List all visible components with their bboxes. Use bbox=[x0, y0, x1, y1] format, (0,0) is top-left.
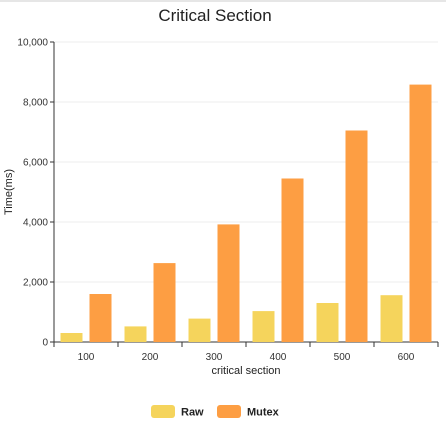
y-tick-label: 4,000 bbox=[23, 218, 48, 229]
x-tick-label: 300 bbox=[206, 352, 223, 363]
y-tick-label: 0 bbox=[42, 338, 48, 349]
bar-raw-600 bbox=[380, 295, 403, 342]
bar-raw-300 bbox=[188, 318, 211, 342]
x-tick-label: 600 bbox=[398, 352, 415, 363]
legend-label-raw: Raw bbox=[181, 407, 204, 419]
y-axis: 0 2,000 4,000 6,000 8,000 10,000 bbox=[17, 38, 55, 349]
legend-swatch-raw bbox=[151, 405, 175, 418]
bar-raw-400 bbox=[252, 311, 275, 342]
bar-mutex-500 bbox=[345, 130, 368, 342]
x-tick-label: 400 bbox=[270, 352, 287, 363]
legend-swatch-mutex bbox=[217, 405, 241, 418]
y-tick-label: 8,000 bbox=[23, 98, 48, 109]
y-tick-label: 2,000 bbox=[23, 278, 48, 289]
bar-raw-100 bbox=[60, 333, 83, 342]
bar-mutex-300 bbox=[217, 224, 240, 342]
bar-raw-200 bbox=[124, 326, 147, 342]
x-axis: 100 200 300 400 500 600 bbox=[53, 341, 439, 363]
bar-mutex-600 bbox=[409, 84, 432, 342]
x-tick-label: 500 bbox=[334, 352, 351, 363]
bars bbox=[60, 84, 432, 342]
y-tick-label: 6,000 bbox=[23, 158, 48, 169]
chart-title: Critical Section bbox=[158, 6, 271, 25]
legend: Raw Mutex bbox=[151, 405, 280, 419]
x-tick-label: 100 bbox=[78, 352, 95, 363]
legend-label-mutex: Mutex bbox=[247, 407, 280, 419]
bar-mutex-200 bbox=[153, 263, 176, 342]
bar-mutex-400 bbox=[281, 178, 304, 342]
x-axis-label: critical section bbox=[211, 365, 280, 377]
y-tick-label: 10,000 bbox=[17, 38, 48, 49]
y-axis-label: Time(ms) bbox=[3, 169, 15, 215]
x-tick-label: 200 bbox=[142, 352, 159, 363]
top-border bbox=[0, 0, 446, 2]
bar-raw-500 bbox=[316, 303, 339, 342]
bar-mutex-100 bbox=[89, 294, 112, 342]
grid-lines bbox=[54, 41, 438, 283]
